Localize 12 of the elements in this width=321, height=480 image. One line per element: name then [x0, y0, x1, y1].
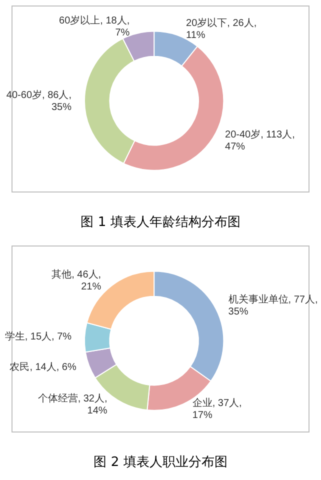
slice-label: 40-60岁, 86人, 35% [6, 88, 72, 113]
slice-label: 60岁以上, 18人, 7% [59, 14, 130, 39]
slice-label: 20-40岁, 113人, 47% [225, 128, 295, 153]
slice-label: 其他, 46人, 21% [52, 268, 102, 292]
slice-label: 农民, 14人, 6% [10, 362, 76, 374]
slice-label: 学生, 15人, 7% [4, 330, 72, 343]
slice-label: 个体经营, 32人, 14% [38, 392, 108, 417]
text: 图 2 填表人职业分布图 [94, 455, 228, 470]
text: 图 1 填表人年龄结构分布图 [80, 215, 240, 230]
slice-label: 20岁以下, 26人, 11% [186, 16, 257, 41]
slice-label: 企业, 37人, 17% [192, 397, 242, 422]
slice-label: 机关事业单位, 77人, 35% [228, 294, 318, 318]
